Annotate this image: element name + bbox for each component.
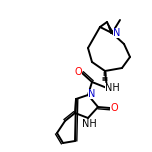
Polygon shape xyxy=(107,22,114,34)
Text: O: O xyxy=(74,67,82,77)
Text: NH: NH xyxy=(82,119,96,129)
Text: NH: NH xyxy=(105,83,119,93)
Text: N: N xyxy=(113,28,121,38)
Text: N: N xyxy=(88,89,96,99)
Text: O: O xyxy=(110,103,118,113)
